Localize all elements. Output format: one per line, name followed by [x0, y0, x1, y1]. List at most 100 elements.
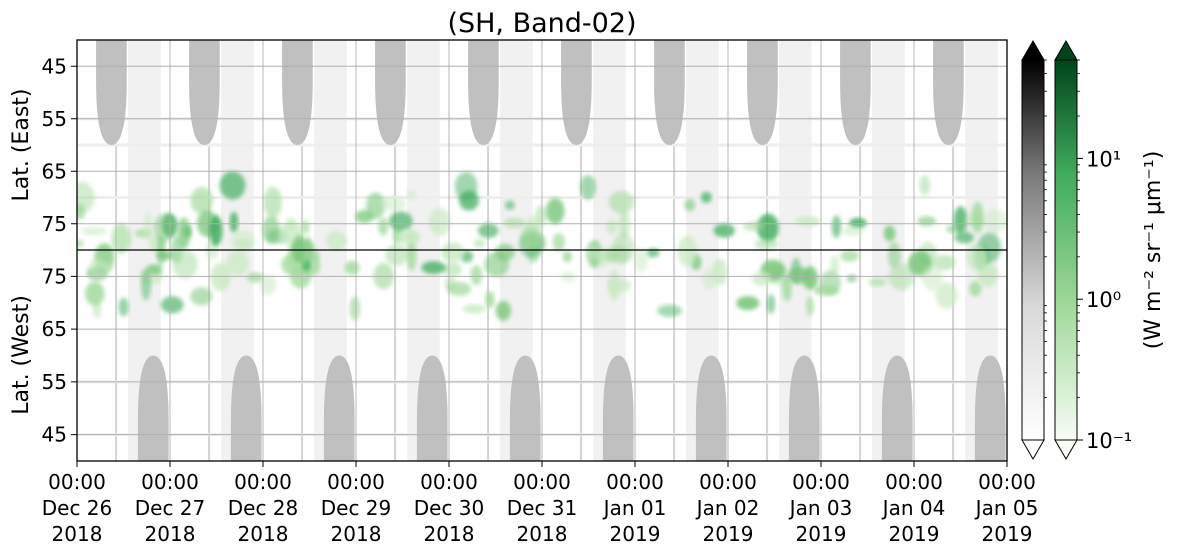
emission-blob [921, 264, 943, 291]
emission-blob [143, 212, 153, 242]
daylight-lobe-east [189, 40, 220, 145]
emission-blob [477, 223, 499, 238]
daylight-lobe-west [509, 355, 541, 461]
emission-blob [633, 247, 649, 273]
x-tick-label: 2018 [424, 522, 475, 546]
emission-blob [795, 216, 821, 227]
emission-blob [885, 271, 905, 285]
emission-blob [429, 207, 451, 237]
x-tick-label: 00:00 [327, 470, 385, 494]
x-tick-label: Dec 29 [321, 496, 392, 520]
y-tick-label: 75 [42, 212, 67, 236]
x-tick-label: Jan 03 [788, 496, 853, 520]
emission-blob [190, 186, 214, 215]
emission-blob [378, 217, 388, 236]
emission-blob [754, 239, 779, 250]
emission-blob [766, 294, 776, 314]
emission-blob [146, 264, 162, 275]
emission-blob [606, 219, 618, 235]
emission-blob [562, 250, 573, 263]
colorbar-greens [1054, 40, 1078, 460]
emission-blob [246, 272, 264, 283]
x-tick-label: Dec 31 [507, 496, 578, 520]
emission-blob [883, 225, 896, 242]
emission-blob [325, 230, 348, 251]
emission-blob [596, 247, 610, 267]
x-tick-label: 00:00 [792, 470, 850, 494]
emission-blob [954, 231, 974, 244]
daylight-lobe-west [974, 355, 1006, 461]
emission-blob [713, 223, 735, 238]
emission-blob [743, 221, 765, 231]
emission-blob [841, 226, 864, 236]
emission-blob [846, 274, 857, 283]
daylight-lobe-east [933, 40, 964, 145]
emission-blob [977, 262, 999, 287]
emission-blob [805, 296, 814, 317]
x-tick-label: 00:00 [234, 470, 292, 494]
emission-blob [521, 225, 542, 251]
emission-blob [77, 203, 85, 220]
emission-blob [830, 255, 839, 275]
emission-blob [868, 277, 887, 287]
emission-blob [702, 268, 717, 290]
y-ticks: 45 55 65 75 75 65 55 45 [42, 54, 77, 447]
emission-blob [919, 175, 931, 196]
y-tick-label: 65 [42, 159, 67, 183]
emission-blob [934, 254, 956, 271]
x-tick-label: Dec 27 [135, 496, 206, 520]
emission-blob [209, 215, 223, 246]
emission-blob [259, 274, 277, 295]
daylight-lobe-east [840, 40, 871, 145]
emission-blob [172, 249, 198, 279]
emission-blob [355, 210, 374, 224]
daylight-lobe-east [654, 40, 685, 145]
x-tick-label: 00:00 [513, 470, 571, 494]
x-tick-label: 2018 [52, 522, 103, 546]
emission-blob [840, 250, 860, 262]
colorbar-label: (W m⁻² sr⁻¹ μm⁻¹) [1141, 151, 1166, 350]
emission-blob [462, 304, 486, 314]
emission-blob [160, 296, 184, 314]
emission-blob [971, 201, 984, 234]
x-tick-label: Jan 02 [695, 496, 760, 520]
emission-blob [657, 304, 682, 317]
y-tick-label: 75 [42, 264, 67, 288]
emission-blob [87, 258, 110, 281]
x-tick-label: 2019 [889, 522, 940, 546]
x-tick-label: Jan 04 [881, 496, 946, 520]
emission-blob [552, 233, 565, 251]
emission-blob [344, 260, 360, 275]
chart-title: (SH, Band-02) [447, 8, 636, 39]
x-tick-label: 2018 [331, 522, 382, 546]
daylight-lobe-west [137, 355, 169, 461]
emission-blob [684, 198, 696, 212]
daylight-lobe-west [695, 355, 727, 461]
colorbar-tick-label: 10⁻¹ [1086, 429, 1132, 453]
y-label-west: Lat. (West) [9, 295, 34, 415]
daylight-lobe-west [416, 355, 448, 461]
emission-blob [473, 238, 485, 248]
x-tick-label: 00:00 [606, 470, 664, 494]
daylight-lobe-west [881, 355, 913, 461]
x-tick-label: 00:00 [978, 470, 1036, 494]
emission-blob [441, 242, 464, 263]
emission-blob [111, 223, 132, 255]
x-tick-label: 00:00 [420, 470, 478, 494]
emission-blob [293, 235, 305, 263]
emission-blob [210, 262, 231, 292]
emission-blob [700, 191, 712, 203]
emission-blob [788, 267, 811, 284]
emission-blob [234, 239, 253, 248]
x-tick-label: Jan 01 [602, 496, 667, 520]
emission-blob [156, 250, 174, 261]
colorbar-tick-label: 10⁰ [1086, 288, 1121, 312]
emission-blob [454, 171, 478, 202]
emission-blobs [77, 171, 1007, 321]
emission-blob [605, 245, 630, 265]
x-tick-label: Dec 30 [414, 496, 485, 520]
emission-blob [831, 215, 842, 238]
x-tick-label: 00:00 [48, 470, 106, 494]
